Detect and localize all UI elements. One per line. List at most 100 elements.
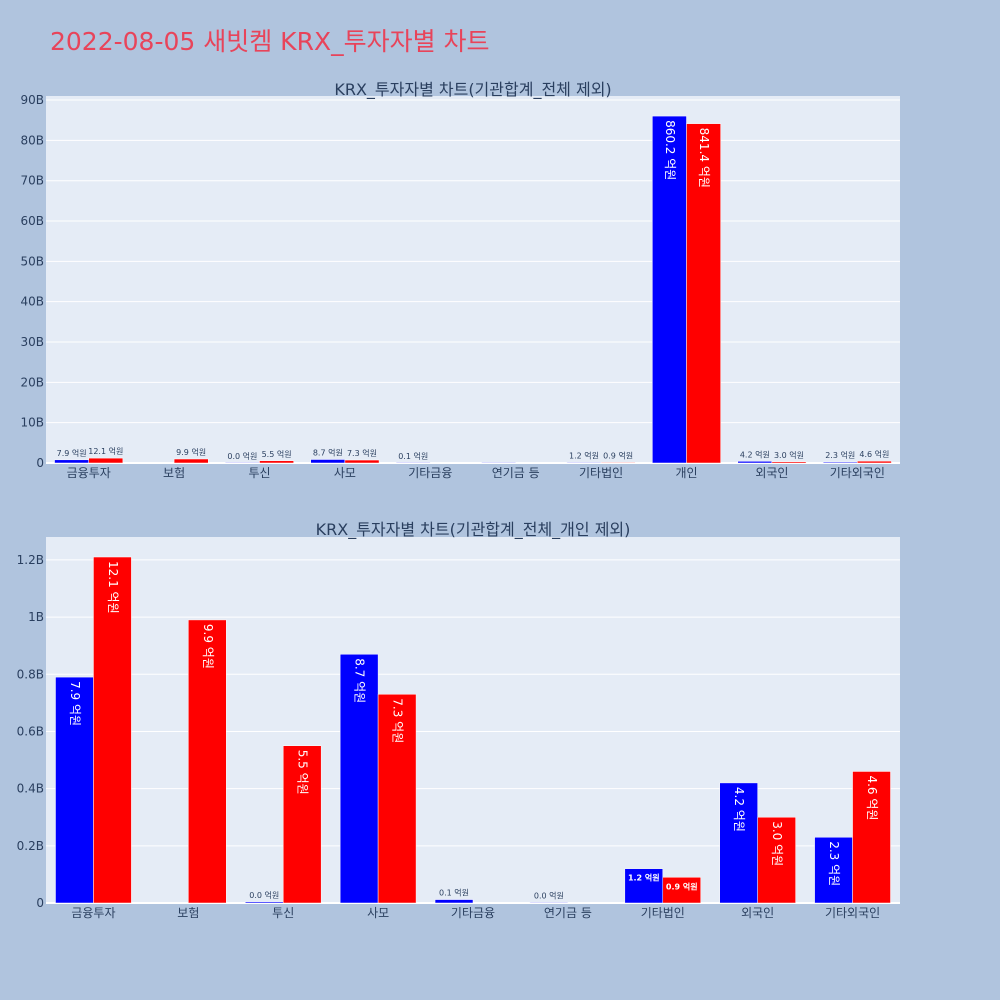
data-label: 0.0 억원: [249, 890, 279, 900]
bar: [377, 694, 417, 904]
bar: [814, 836, 853, 904]
y-tick-label: 0.4B: [17, 782, 44, 796]
data-label: 7.9 억원: [68, 681, 82, 726]
bar: [344, 459, 380, 464]
x-tick-label: 개인: [675, 466, 697, 480]
data-label: 4.2 억원: [732, 787, 746, 832]
bar: [259, 460, 294, 464]
y-tick-label: 90B: [20, 93, 44, 107]
bar: [173, 458, 209, 464]
chart-1: 0 10B 20B 30B 40B 50B 60B 70B 80B 90B KRX_투자자별 차트(…: [20, 80, 900, 480]
x-tick-label: 기타외국인: [825, 906, 880, 920]
data-label: 8.7 억원: [353, 658, 367, 703]
y-tick-label: 0: [36, 456, 44, 470]
bar: [529, 902, 569, 904]
y-tick-label: 20B: [20, 375, 44, 389]
y-tick-label: 10B: [20, 416, 44, 430]
chart-title: KRX_투자자별 차트(기관합계_전체 제외): [334, 80, 611, 100]
y-tick-label: 0: [36, 896, 44, 910]
bar: [282, 745, 322, 904]
y-tick-label: 40B: [20, 295, 44, 309]
data-label: 0.1 억원: [439, 888, 469, 898]
y-tick-label: 70B: [20, 174, 44, 188]
chart-2: 0 0.2B 0.4B 0.6B 0.8B 1B 1.2B KRX_투자자별 차트(기관합계_…: [17, 520, 900, 920]
bar: [737, 461, 773, 464]
data-label: 0.9 억원: [666, 881, 698, 891]
data-label: 0.1 억원: [398, 451, 428, 461]
x-tick-label: 기타금융: [451, 906, 495, 920]
data-label: 841.4 억원: [697, 128, 711, 188]
bar: [93, 556, 132, 904]
data-label: 4.6 억원: [865, 775, 879, 820]
x-tick-label: 기타법인: [641, 906, 685, 920]
bar: [481, 462, 516, 464]
data-label: 7.3 억원: [391, 698, 405, 743]
bar: [339, 653, 379, 904]
y-tick-label: 0.2B: [17, 839, 44, 853]
data-label: 3.0 억원: [770, 821, 784, 866]
bar: [434, 899, 474, 904]
bar: [566, 462, 602, 464]
bar: [245, 901, 284, 904]
y-tick-label: 0.6B: [17, 724, 44, 738]
data-label: 5.5 억원: [296, 750, 310, 795]
plot-area: [46, 96, 900, 463]
bar: [771, 461, 807, 464]
y-tick-label: 1B: [28, 610, 44, 624]
bar: [55, 676, 94, 904]
data-label: 1.2 억원: [569, 451, 599, 461]
bar: [719, 782, 758, 904]
y-tick-label: 80B: [20, 133, 44, 147]
data-label: 0.0 억원: [534, 891, 564, 901]
bar: [310, 459, 346, 464]
data-label: 4.2 억원: [740, 449, 770, 459]
data-label: 7.3 억원: [347, 448, 377, 458]
data-label: 12.1 억원: [106, 561, 120, 614]
data-label: 2.3 억원: [827, 841, 841, 886]
data-label: 7.9 억원: [57, 448, 87, 458]
data-label: 8.7 억원: [313, 447, 343, 457]
data-label: 1.2 억원: [628, 873, 660, 883]
data-label: 2.3 억원: [825, 450, 855, 460]
data-label: 5.5 억원: [262, 449, 292, 459]
bar: [188, 619, 227, 904]
chart-title: KRX_투자자별 차트(기관합계_전체_개인 제외): [316, 520, 631, 540]
bar: [624, 868, 664, 904]
bar: [686, 123, 721, 464]
page-title: 2022-08-05 새빗켐 KRX_투자자별 차트: [50, 27, 490, 56]
x-tick-label: 금융투자: [67, 466, 111, 480]
data-label: 12.1 억원: [88, 446, 123, 456]
data-label: 0.9 억원: [603, 451, 633, 461]
x-tick-label: 기타법인: [579, 466, 623, 480]
bar: [54, 459, 89, 464]
y-tick-label: 50B: [20, 254, 44, 268]
y-tick-label: 30B: [20, 335, 44, 349]
x-tick-label: 연기금 등: [544, 906, 592, 920]
data-label: 3.0 억원: [774, 450, 804, 460]
bar: [88, 457, 124, 464]
bar: [757, 816, 796, 904]
data-label: 9.9 억원: [176, 447, 206, 457]
bar: [852, 771, 891, 904]
bar: [395, 462, 431, 464]
x-tick-label: 연기금 등: [492, 466, 540, 480]
x-tick-label: 사모: [367, 906, 389, 920]
x-tick-label: 보험: [163, 466, 185, 480]
x-tick-label: 외국인: [741, 906, 774, 920]
data-label: 860.2 억원: [663, 120, 677, 180]
y-tick-label: 0.8B: [17, 667, 44, 681]
x-tick-label: 기타외국인: [830, 466, 885, 480]
y-tick-label: 60B: [20, 214, 44, 228]
x-tick-label: 사모: [334, 466, 356, 480]
x-tick-label: 외국인: [755, 466, 788, 480]
x-tick-label: 투신: [248, 466, 270, 480]
data-label: 0.0 억원: [227, 451, 257, 461]
bar: [822, 461, 858, 464]
x-tick-label: 기타금융: [408, 466, 452, 480]
x-tick-label: 금융투자: [71, 906, 115, 920]
bar: [857, 460, 892, 464]
bar: [652, 115, 687, 464]
x-tick-label: 투신: [272, 906, 294, 920]
bar: [600, 462, 636, 464]
data-label: 9.9 억원: [201, 624, 215, 669]
